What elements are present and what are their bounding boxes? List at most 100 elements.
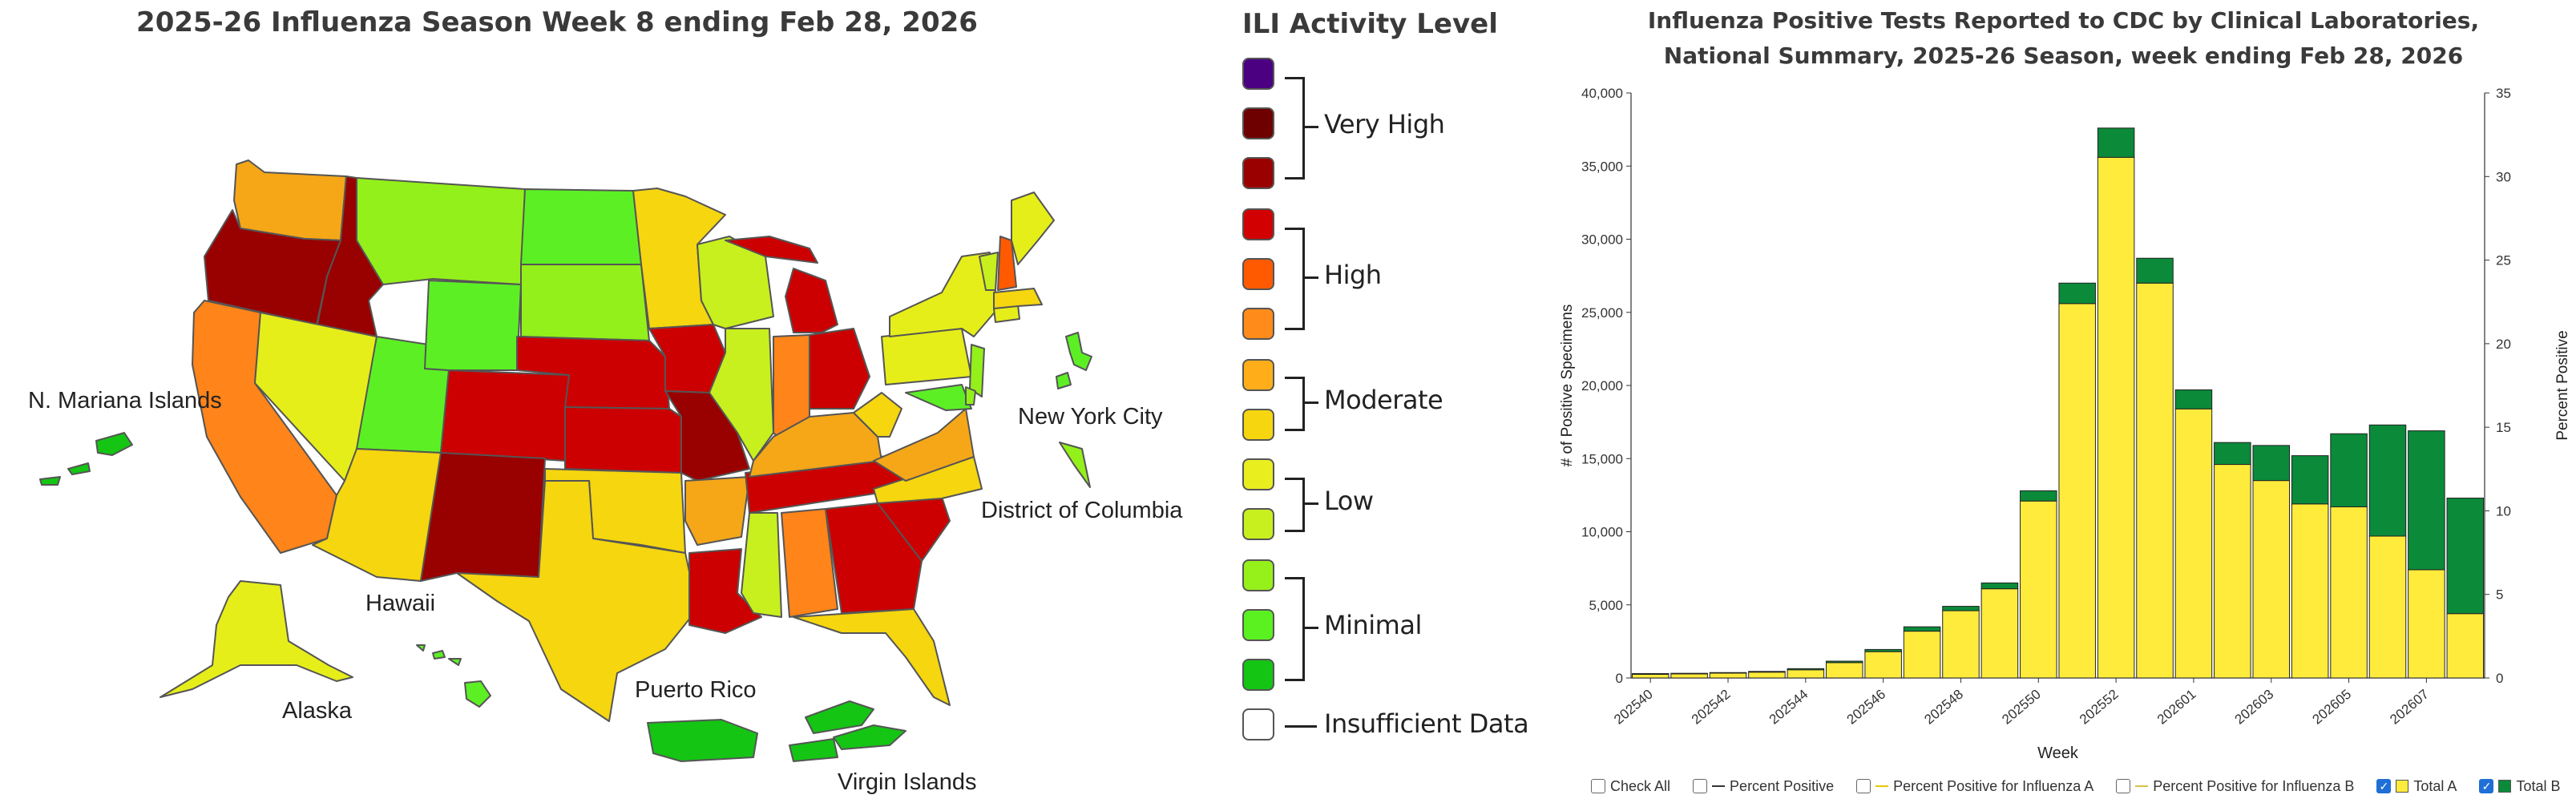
- bar-total-a-202545[interactable]: [1825, 662, 1863, 679]
- bar-total-b-202604[interactable]: [2291, 455, 2329, 505]
- percent-positive-b-checkbox[interactable]: [2116, 779, 2131, 793]
- bar-total-a-202540[interactable]: [1631, 673, 1670, 679]
- total-b-label: Total B: [2516, 777, 2561, 794]
- state-pa[interactable]: [881, 328, 972, 385]
- bar-total-b-202601[interactable]: [2174, 389, 2213, 410]
- state-al[interactable]: [781, 508, 838, 618]
- bar-total-b-202549[interactable]: [1980, 582, 2019, 590]
- legend-swatch-moderate-2: [1242, 359, 1274, 391]
- state-va[interactable]: [873, 408, 975, 482]
- bar-total-b-202547[interactable]: [1903, 626, 1941, 632]
- y2-tick-label: 10: [2496, 503, 2511, 518]
- check-all-toggle[interactable]: Check All: [1591, 778, 1670, 795]
- bar-total-a-202604[interactable]: [2291, 503, 2329, 679]
- bar-total-a-202544[interactable]: [1787, 669, 1825, 679]
- bar-total-b-202607[interactable]: [2408, 430, 2445, 571]
- state-me[interactable]: [1011, 192, 1055, 265]
- bar-total-a-202546[interactable]: [1864, 651, 1902, 679]
- bar-total-a-202605[interactable]: [2330, 506, 2368, 679]
- bar-total-b-202552[interactable]: [2097, 127, 2135, 158]
- state-mi[interactable]: [785, 268, 838, 333]
- bar-total-a-202549[interactable]: [1980, 588, 2019, 679]
- state-nj[interactable]: [969, 344, 985, 397]
- label-hawaii: Hawaii: [365, 591, 436, 616]
- state-mt[interactable]: [356, 177, 526, 285]
- state-ks[interactable]: [564, 406, 682, 474]
- bar-total-a-202553[interactable]: [2136, 282, 2174, 679]
- bar-total-a-202606[interactable]: [2368, 535, 2407, 679]
- bar-total-b-202540[interactable]: [1631, 673, 1670, 675]
- bar-total-a-202603[interactable]: [2252, 480, 2291, 679]
- bar-total-b-202550[interactable]: [2020, 490, 2057, 502]
- bar-total-a-202552[interactable]: [2097, 156, 2135, 679]
- bar-total-b-202602[interactable]: [2214, 442, 2251, 466]
- bar-total-b-202545[interactable]: [1825, 660, 1863, 664]
- bar-total-a-202547[interactable]: [1903, 631, 1941, 679]
- state-nm[interactable]: [420, 452, 546, 582]
- bar-total-b-202608[interactable]: [2446, 498, 2485, 615]
- state-az[interactable]: [312, 448, 442, 582]
- bar-total-a-202543[interactable]: [1748, 672, 1786, 679]
- percent-positive-a-checkbox[interactable]: [1856, 779, 1871, 793]
- bar-total-a-202608[interactable]: [2446, 613, 2485, 679]
- y-tick-label: 20,000: [1581, 378, 1623, 393]
- bar-total-b-202546[interactable]: [1864, 648, 1902, 652]
- bar-total-b-202541[interactable]: [1670, 672, 1708, 675]
- total-a-toggle[interactable]: ✓ Total A: [2376, 778, 2457, 795]
- total-b-checkbox[interactable]: ✓: [2479, 779, 2494, 793]
- bar-total-a-202550[interactable]: [2020, 500, 2057, 679]
- state-wa[interactable]: [233, 159, 347, 241]
- state-vt[interactable]: [979, 252, 999, 291]
- state-oh[interactable]: [809, 328, 870, 410]
- state-hi[interactable]: [416, 644, 491, 708]
- percent-positive-checkbox[interactable]: [1693, 779, 1708, 793]
- percent-positive-b-label: Percent Positive for Influenza B: [2153, 777, 2355, 794]
- state-ms[interactable]: [741, 512, 782, 618]
- bar-total-a-202601[interactable]: [2174, 408, 2213, 679]
- territory-mp[interactable]: [39, 432, 133, 486]
- state-md[interactable]: [905, 384, 972, 411]
- bar-total-b-202605[interactable]: [2330, 433, 2368, 507]
- territory-vi[interactable]: [789, 700, 906, 762]
- state-ma[interactable]: [993, 288, 1043, 309]
- total-a-checkbox[interactable]: ✓: [2376, 779, 2392, 793]
- territory-pr[interactable]: [647, 719, 758, 762]
- territory-dc[interactable]: [1059, 442, 1091, 488]
- y-tick-label: 30,000: [1581, 232, 1623, 248]
- state-fl[interactable]: [793, 608, 951, 706]
- state-il[interactable]: [709, 328, 774, 462]
- state-tx[interactable]: [456, 480, 698, 722]
- bar-total-a-202602[interactable]: [2214, 464, 2251, 679]
- state-nh[interactable]: [997, 236, 1017, 291]
- total-b-toggle[interactable]: ✓ Total B: [2479, 778, 2560, 795]
- check-all-checkbox[interactable]: [1591, 779, 1605, 793]
- bar-total-b-202548[interactable]: [1942, 606, 1980, 611]
- state-nd[interactable]: [520, 188, 642, 265]
- percent-positive-toggle[interactable]: Percent Positive: [1693, 778, 1834, 795]
- legend-minimal: Minimal: [1324, 610, 1422, 640]
- bar-total-a-202541[interactable]: [1670, 673, 1708, 679]
- state-wv[interactable]: [853, 392, 902, 438]
- bar-total-a-202548[interactable]: [1942, 610, 1980, 679]
- state-ar[interactable]: [684, 476, 750, 546]
- bar-total-b-202553[interactable]: [2136, 257, 2174, 284]
- state-co[interactable]: [440, 369, 570, 462]
- bar-total-b-202606[interactable]: [2368, 424, 2407, 537]
- percent-positive-a-toggle[interactable]: Percent Positive for Influenza A: [1856, 778, 2094, 795]
- state-sd[interactable]: [520, 264, 650, 341]
- state-ak[interactable]: [159, 580, 353, 698]
- bar-total-a-202607[interactable]: [2408, 569, 2445, 679]
- bar-total-b-202542[interactable]: [1709, 672, 1747, 674]
- percent-positive-b-line-swatch: [2135, 785, 2149, 787]
- state-mi-up[interactable]: [725, 236, 818, 264]
- bar-total-a-202551[interactable]: [2058, 303, 2096, 679]
- percent-positive-b-toggle[interactable]: Percent Positive for Influenza B: [2116, 778, 2354, 795]
- territory-nyc[interactable]: [1056, 332, 1092, 389]
- bar-total-a-202542[interactable]: [1709, 672, 1747, 679]
- state-de[interactable]: [965, 386, 976, 406]
- state-la[interactable]: [688, 548, 762, 634]
- state-wy[interactable]: [424, 280, 522, 371]
- bar-total-b-202551[interactable]: [2058, 282, 2096, 305]
- bar-total-b-202544[interactable]: [1787, 668, 1825, 671]
- bar-total-b-202603[interactable]: [2252, 445, 2291, 482]
